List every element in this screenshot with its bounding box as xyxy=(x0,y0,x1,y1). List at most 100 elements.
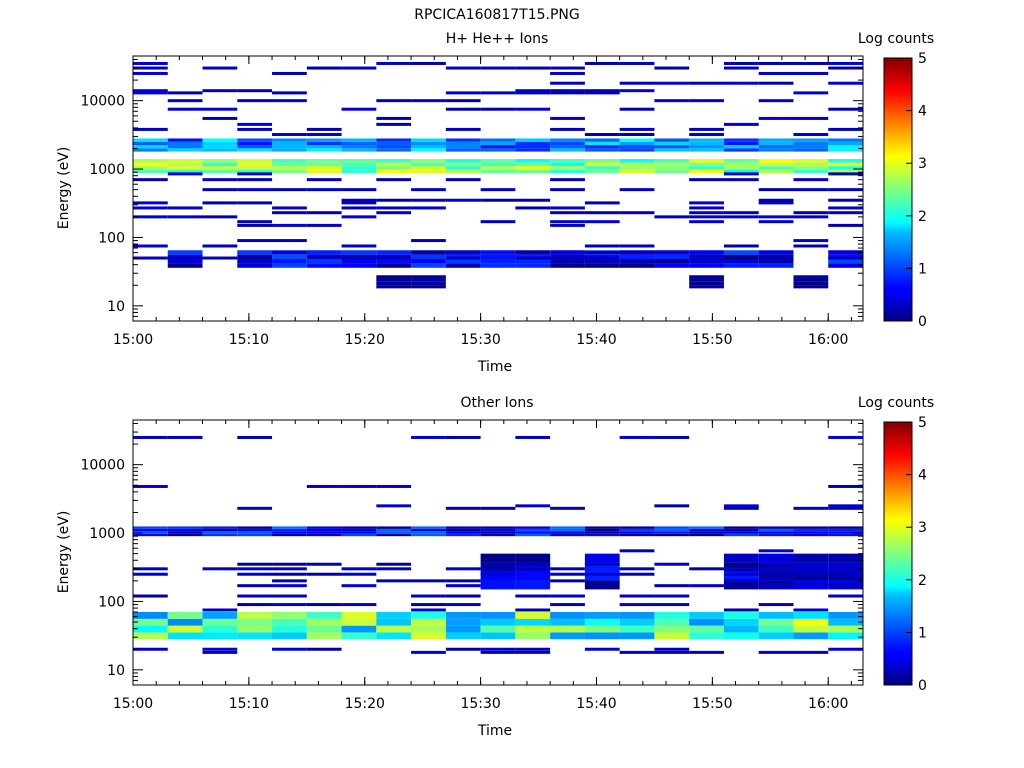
heatmap-cell xyxy=(341,531,377,534)
heatmap-cell xyxy=(167,612,203,619)
heatmap-cell xyxy=(341,66,377,70)
colorbar-tick-label: 3 xyxy=(918,156,927,172)
heatmap-cell xyxy=(376,275,412,279)
heatmap-cell xyxy=(202,66,238,70)
heatmap-cell xyxy=(515,89,551,93)
heatmap-cell xyxy=(689,169,724,174)
heatmap-cell xyxy=(619,138,655,142)
heatmap-cell xyxy=(341,148,377,152)
heatmap-cell xyxy=(411,618,446,626)
heatmap-cell xyxy=(828,81,863,85)
heatmap-cell xyxy=(689,612,724,619)
heatmap-cell xyxy=(619,572,655,576)
heatmap-cell xyxy=(272,99,307,103)
heatmap-cell xyxy=(550,116,585,120)
heatmap-cell xyxy=(272,169,307,174)
heatmap-cell xyxy=(411,148,446,152)
heatmap-cell xyxy=(515,567,551,571)
heatmap-cell xyxy=(515,138,551,142)
heatmap-cell xyxy=(237,263,273,268)
heatmap-cell xyxy=(167,618,203,626)
heatmap-cell xyxy=(480,618,516,626)
heatmap-cell xyxy=(445,162,481,167)
heatmap-cell xyxy=(793,608,829,612)
heatmap-cell xyxy=(480,650,516,654)
heatmap-cell xyxy=(793,166,829,170)
heatmap-cell xyxy=(272,223,307,227)
x-tick-label: 15:20 xyxy=(345,696,385,712)
heatmap-cell xyxy=(723,259,759,264)
heatmap-cell xyxy=(828,612,863,619)
heatmap-cell xyxy=(619,89,655,93)
heatmap-cell xyxy=(723,526,759,529)
heatmap-cell xyxy=(202,526,238,529)
heatmap-cell xyxy=(411,650,446,654)
heatmap-cell xyxy=(723,159,759,163)
heatmap-cell xyxy=(793,618,829,626)
heatmap-cell xyxy=(828,553,863,563)
heatmap-cell xyxy=(341,256,377,260)
heatmap-cell xyxy=(689,145,724,149)
heatmap-cell xyxy=(758,188,794,192)
x-tick-label: 15:00 xyxy=(113,696,153,712)
heatmap-cell xyxy=(376,528,412,532)
heatmap-cell xyxy=(167,145,203,149)
heatmap-cell xyxy=(758,138,794,142)
heatmap-cell xyxy=(480,141,516,146)
heatmap-cell xyxy=(584,612,620,619)
heatmap-cell xyxy=(619,526,655,529)
heatmap-cell xyxy=(237,528,273,532)
heatmap-cell xyxy=(411,285,446,289)
heatmap-cell xyxy=(237,612,273,619)
heatmap-cell xyxy=(411,275,446,279)
heatmap-cell xyxy=(828,632,863,640)
heatmap-cell xyxy=(515,526,551,529)
heatmap-cell xyxy=(272,263,307,268)
heatmap-cell xyxy=(550,250,585,255)
heatmap-cell xyxy=(758,162,794,167)
heatmap-cell xyxy=(828,250,863,255)
heatmap-cell xyxy=(758,71,794,75)
heatmap-cell xyxy=(654,612,690,619)
heatmap-cell xyxy=(306,572,342,576)
heatmap-cell xyxy=(272,612,307,619)
colorbar-label: Log counts xyxy=(858,31,934,47)
y-tick-label: 100 xyxy=(98,230,125,246)
heatmap-cell xyxy=(376,618,412,626)
heatmap-cell xyxy=(480,571,516,581)
heatmap-cell xyxy=(550,632,585,640)
heatmap-cell xyxy=(689,625,724,633)
heatmap-cell xyxy=(237,220,273,224)
heatmap-cell xyxy=(341,198,377,202)
y-axis-label: Energy (eV) xyxy=(56,147,72,230)
heatmap-cell xyxy=(133,572,168,576)
heatmap-cell xyxy=(584,244,620,248)
heatmap-cell xyxy=(237,99,273,103)
heatmap-cell xyxy=(202,531,238,534)
heatmap-cell xyxy=(376,612,412,619)
heatmap-cell xyxy=(584,141,620,146)
colorbar-tick-label: 5 xyxy=(918,415,927,431)
heatmap-cell xyxy=(793,533,829,537)
x-tick-label: 15:10 xyxy=(229,332,269,348)
heatmap-cell xyxy=(341,244,377,248)
heatmap-cell xyxy=(202,162,238,167)
heatmap-cell xyxy=(584,553,620,563)
colorbar-tick-label: 4 xyxy=(918,468,927,484)
heatmap-cell xyxy=(723,533,759,537)
heatmap-cell xyxy=(654,138,690,142)
heatmap-cell xyxy=(272,141,307,146)
heatmap-cell xyxy=(306,169,342,174)
heatmap-cell xyxy=(515,263,551,268)
colorbar-gradient xyxy=(883,57,913,322)
heatmap-cell xyxy=(445,618,481,626)
heatmap-cell xyxy=(306,133,342,137)
heatmap-cell xyxy=(202,215,238,219)
heatmap-cell xyxy=(793,116,829,120)
heatmap-cell xyxy=(654,215,690,219)
heatmap-cell xyxy=(411,533,446,537)
heatmap-cell xyxy=(237,223,273,227)
heatmap-cell xyxy=(550,188,585,192)
heatmap-cell xyxy=(445,66,481,70)
